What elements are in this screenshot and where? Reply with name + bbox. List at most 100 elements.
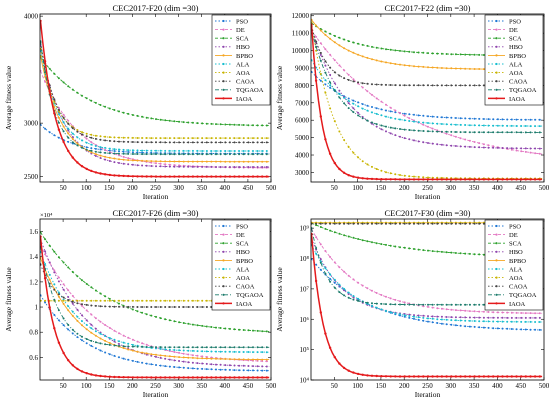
series-marker-ala — [534, 125, 537, 128]
series-marker-tqgaoa — [182, 153, 185, 156]
series-marker-de — [482, 310, 485, 313]
series-marker-tqgaoa — [178, 153, 181, 156]
series-marker-tqgaoa — [233, 346, 236, 349]
series-marker-sca — [182, 121, 185, 124]
series-marker-pso — [492, 327, 495, 330]
series-marker-bpbo — [187, 356, 190, 359]
y-tick-label: 7000 — [295, 99, 310, 107]
series-marker-ala — [141, 149, 144, 152]
series-marker-aoa — [238, 137, 241, 140]
series-marker-aoa — [164, 299, 167, 302]
series-marker-tqgaoa — [252, 153, 254, 156]
series-marker-hbo — [118, 343, 120, 345]
series-marker-tqgaoa — [141, 153, 144, 156]
series-line-ala — [311, 244, 543, 323]
series-marker-tqgaoa — [445, 303, 448, 306]
y-tick-label: 1 — [35, 304, 39, 312]
series-marker-pso — [127, 151, 130, 153]
series-marker-bpbo — [238, 358, 241, 361]
series-marker-aoa — [164, 137, 167, 140]
series-marker-aoa — [431, 176, 434, 179]
series-marker-hbo — [422, 141, 425, 144]
series-marker-aoa — [173, 137, 176, 140]
series-marker-hbo — [436, 143, 439, 146]
series-marker-hbo — [155, 165, 157, 168]
legend-marker-de — [495, 233, 498, 236]
series-marker-ala — [256, 150, 259, 152]
series-marker-sca — [427, 249, 429, 252]
series-marker-tqgaoa — [440, 130, 443, 133]
x-tick-label: 350 — [196, 184, 207, 192]
series-marker-sca — [347, 40, 350, 43]
series-marker-bpbo — [256, 160, 259, 163]
series-marker-hbo — [329, 73, 332, 76]
series-marker-ala — [454, 123, 457, 126]
series-marker-ala — [159, 347, 162, 350]
series-marker-hbo — [520, 147, 523, 150]
series-marker-caoa — [265, 141, 268, 144]
series-marker-de — [515, 311, 518, 314]
series-marker-hbo — [319, 53, 322, 56]
series-marker-de — [454, 135, 457, 138]
chart-title: CEC2017-F20 (dim =30) — [112, 3, 198, 13]
series-marker-bpbo — [53, 106, 56, 108]
series-marker-iaoa — [53, 327, 56, 330]
series-marker-tqgaoa — [215, 153, 217, 156]
series-marker-ala — [67, 127, 70, 130]
series-marker-bpbo — [136, 159, 139, 162]
series-marker-sca — [324, 227, 327, 230]
series-marker-caoa — [168, 306, 171, 308]
y-tick-label: 4000 — [24, 13, 39, 21]
series-marker-hbo — [417, 314, 420, 317]
series-marker-pso — [118, 356, 120, 359]
series-marker-hbo — [478, 316, 481, 319]
x-axis-label: Iteration — [415, 192, 441, 201]
series-marker-caoa — [454, 222, 457, 225]
series-marker-sca — [347, 235, 350, 238]
series-marker-iaoa — [237, 175, 241, 178]
series-marker-caoa — [57, 293, 60, 296]
series-marker-aoa — [375, 168, 378, 170]
legend-marker-sca — [495, 37, 498, 40]
series-marker-sca — [215, 326, 217, 329]
series-marker-de — [459, 309, 462, 312]
series-marker-pso — [62, 324, 65, 327]
series-marker-iaoa — [205, 175, 208, 178]
series-marker-ala — [445, 318, 448, 321]
series-marker-iaoa — [487, 375, 490, 378]
series-marker-sca — [201, 324, 204, 327]
series-marker-caoa — [90, 136, 93, 139]
series-marker-ala — [145, 149, 148, 152]
series-marker-sca — [104, 295, 107, 298]
x-axis-label: Iteration — [415, 390, 441, 399]
series-marker-sca — [90, 286, 93, 289]
series-marker-ala — [394, 117, 397, 120]
series-marker-bpbo — [76, 319, 79, 322]
series-marker-iaoa — [524, 375, 527, 378]
series-marker-hbo — [210, 363, 213, 366]
series-marker-de — [427, 125, 429, 128]
series-marker-caoa — [215, 141, 217, 144]
series-marker-caoa — [352, 80, 355, 83]
series-marker-hbo — [529, 147, 532, 150]
series-marker-sca — [71, 271, 74, 273]
series-marker-tqgaoa — [324, 272, 327, 275]
series-marker-ala — [468, 319, 471, 322]
series-marker-hbo — [265, 166, 268, 168]
series-marker-sca — [482, 253, 485, 256]
series-marker-aoa — [366, 163, 369, 166]
series-marker-de — [520, 150, 523, 153]
series-marker-de — [333, 59, 336, 62]
series-marker-sca — [464, 53, 467, 56]
series-marker-ala — [81, 139, 83, 142]
series-marker-sca — [440, 52, 443, 55]
series-marker-caoa — [173, 306, 176, 308]
series-marker-pso — [48, 131, 51, 134]
series-marker-hbo — [440, 315, 443, 318]
plot-frame — [310, 13, 545, 183]
series-marker-tqgaoa — [256, 346, 259, 349]
series-marker-caoa — [94, 304, 97, 307]
series-marker-tqgaoa — [252, 346, 254, 349]
series-marker-tqgaoa — [347, 296, 350, 299]
series-marker-ala — [242, 351, 245, 353]
